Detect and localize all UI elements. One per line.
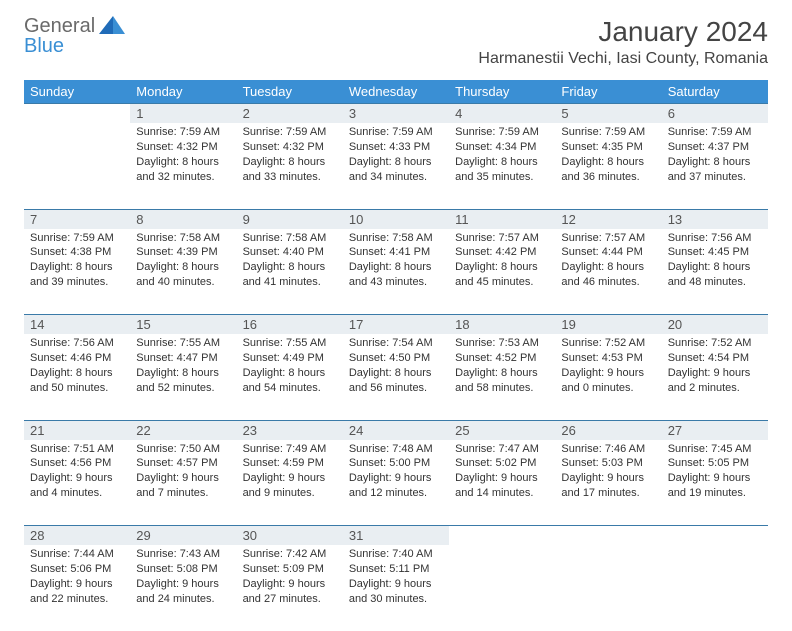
day-number-cell: 1: [130, 104, 236, 124]
logo-line2: Blue: [24, 36, 95, 56]
title-block: January 2024 Harmanestii Vechi, Iasi Cou…: [478, 16, 768, 68]
day-number-cell: [24, 104, 130, 124]
day-detail-cell: Sunrise: 7:43 AM Sunset: 5:08 PM Dayligh…: [130, 545, 236, 631]
day-number-cell: 26: [555, 420, 661, 440]
weekday-header-row: Sunday Monday Tuesday Wednesday Thursday…: [24, 80, 768, 104]
day-detail-cell: Sunrise: 7:53 AM Sunset: 4:52 PM Dayligh…: [449, 334, 555, 420]
day-number-row: 14151617181920: [24, 315, 768, 335]
day-number-row: 21222324252627: [24, 420, 768, 440]
day-detail-cell: Sunrise: 7:56 AM Sunset: 4:45 PM Dayligh…: [662, 229, 768, 315]
day-number-cell: 17: [343, 315, 449, 335]
day-number-cell: 20: [662, 315, 768, 335]
day-detail-cell: Sunrise: 7:42 AM Sunset: 5:09 PM Dayligh…: [237, 545, 343, 631]
day-detail-cell: Sunrise: 7:56 AM Sunset: 4:46 PM Dayligh…: [24, 334, 130, 420]
day-detail-cell: Sunrise: 7:44 AM Sunset: 5:06 PM Dayligh…: [24, 545, 130, 631]
day-detail-cell: Sunrise: 7:57 AM Sunset: 4:44 PM Dayligh…: [555, 229, 661, 315]
day-detail-cell: Sunrise: 7:58 AM Sunset: 4:39 PM Dayligh…: [130, 229, 236, 315]
weekday-header: Sunday: [24, 80, 130, 104]
weekday-header: Wednesday: [343, 80, 449, 104]
day-number-cell: 13: [662, 209, 768, 229]
day-number-cell: 6: [662, 104, 768, 124]
day-detail-cell: Sunrise: 7:59 AM Sunset: 4:32 PM Dayligh…: [130, 123, 236, 209]
weekday-header: Friday: [555, 80, 661, 104]
day-detail-cell: Sunrise: 7:58 AM Sunset: 4:41 PM Dayligh…: [343, 229, 449, 315]
day-number-cell: 3: [343, 104, 449, 124]
logo: General Blue: [24, 16, 125, 56]
day-detail-cell: Sunrise: 7:54 AM Sunset: 4:50 PM Dayligh…: [343, 334, 449, 420]
day-number-cell: 29: [130, 526, 236, 546]
day-detail-row: Sunrise: 7:51 AM Sunset: 4:56 PM Dayligh…: [24, 440, 768, 526]
weekday-header: Thursday: [449, 80, 555, 104]
day-number-cell: 2: [237, 104, 343, 124]
day-detail-cell: Sunrise: 7:48 AM Sunset: 5:00 PM Dayligh…: [343, 440, 449, 526]
day-detail-row: Sunrise: 7:56 AM Sunset: 4:46 PM Dayligh…: [24, 334, 768, 420]
weekday-header: Saturday: [662, 80, 768, 104]
day-number-cell: 23: [237, 420, 343, 440]
day-number-cell: 5: [555, 104, 661, 124]
day-detail-cell: Sunrise: 7:46 AM Sunset: 5:03 PM Dayligh…: [555, 440, 661, 526]
day-number-cell: 15: [130, 315, 236, 335]
day-number-row: 78910111213: [24, 209, 768, 229]
day-number-cell: 21: [24, 420, 130, 440]
day-detail-cell: Sunrise: 7:49 AM Sunset: 4:59 PM Dayligh…: [237, 440, 343, 526]
day-number-cell: 18: [449, 315, 555, 335]
day-detail-row: Sunrise: 7:59 AM Sunset: 4:32 PM Dayligh…: [24, 123, 768, 209]
header: General Blue January 2024 Harmanestii Ve…: [0, 0, 792, 76]
day-detail-cell: Sunrise: 7:57 AM Sunset: 4:42 PM Dayligh…: [449, 229, 555, 315]
day-number-cell: 30: [237, 526, 343, 546]
day-number-cell: 14: [24, 315, 130, 335]
day-number-row: 28293031: [24, 526, 768, 546]
day-detail-cell: Sunrise: 7:59 AM Sunset: 4:35 PM Dayligh…: [555, 123, 661, 209]
day-number-cell: [662, 526, 768, 546]
day-number-cell: 10: [343, 209, 449, 229]
day-number-cell: 16: [237, 315, 343, 335]
location: Harmanestii Vechi, Iasi County, Romania: [478, 50, 768, 68]
weekday-header: Tuesday: [237, 80, 343, 104]
day-number-cell: 12: [555, 209, 661, 229]
day-detail-row: Sunrise: 7:59 AM Sunset: 4:38 PM Dayligh…: [24, 229, 768, 315]
logo-triangle-icon: [99, 16, 125, 34]
calendar-table: Sunday Monday Tuesday Wednesday Thursday…: [24, 80, 768, 631]
day-detail-cell: Sunrise: 7:51 AM Sunset: 4:56 PM Dayligh…: [24, 440, 130, 526]
day-number-cell: 27: [662, 420, 768, 440]
day-detail-cell: Sunrise: 7:50 AM Sunset: 4:57 PM Dayligh…: [130, 440, 236, 526]
logo-line1: General: [24, 16, 95, 36]
day-detail-cell: Sunrise: 7:59 AM Sunset: 4:32 PM Dayligh…: [237, 123, 343, 209]
day-number-cell: [555, 526, 661, 546]
day-number-cell: 24: [343, 420, 449, 440]
day-number-cell: 11: [449, 209, 555, 229]
day-detail-cell: Sunrise: 7:40 AM Sunset: 5:11 PM Dayligh…: [343, 545, 449, 631]
day-detail-cell: Sunrise: 7:59 AM Sunset: 4:38 PM Dayligh…: [24, 229, 130, 315]
day-number-cell: 4: [449, 104, 555, 124]
day-detail-cell: [555, 545, 661, 631]
day-number-cell: 9: [237, 209, 343, 229]
day-detail-cell: Sunrise: 7:59 AM Sunset: 4:34 PM Dayligh…: [449, 123, 555, 209]
day-number-cell: 8: [130, 209, 236, 229]
month-title: January 2024: [478, 16, 768, 48]
day-detail-cell: Sunrise: 7:55 AM Sunset: 4:47 PM Dayligh…: [130, 334, 236, 420]
day-detail-cell: Sunrise: 7:45 AM Sunset: 5:05 PM Dayligh…: [662, 440, 768, 526]
day-detail-cell: Sunrise: 7:58 AM Sunset: 4:40 PM Dayligh…: [237, 229, 343, 315]
day-detail-cell: [449, 545, 555, 631]
day-detail-cell: Sunrise: 7:59 AM Sunset: 4:33 PM Dayligh…: [343, 123, 449, 209]
day-detail-row: Sunrise: 7:44 AM Sunset: 5:06 PM Dayligh…: [24, 545, 768, 631]
day-number-row: 123456: [24, 104, 768, 124]
day-number-cell: 19: [555, 315, 661, 335]
day-detail-cell: Sunrise: 7:52 AM Sunset: 4:54 PM Dayligh…: [662, 334, 768, 420]
day-number-cell: 31: [343, 526, 449, 546]
day-number-cell: 22: [130, 420, 236, 440]
day-number-cell: 25: [449, 420, 555, 440]
day-detail-cell: [24, 123, 130, 209]
day-detail-cell: Sunrise: 7:55 AM Sunset: 4:49 PM Dayligh…: [237, 334, 343, 420]
weekday-header: Monday: [130, 80, 236, 104]
day-number-cell: 7: [24, 209, 130, 229]
day-number-cell: [449, 526, 555, 546]
day-detail-cell: Sunrise: 7:52 AM Sunset: 4:53 PM Dayligh…: [555, 334, 661, 420]
day-detail-cell: Sunrise: 7:47 AM Sunset: 5:02 PM Dayligh…: [449, 440, 555, 526]
day-detail-cell: [662, 545, 768, 631]
day-detail-cell: Sunrise: 7:59 AM Sunset: 4:37 PM Dayligh…: [662, 123, 768, 209]
day-number-cell: 28: [24, 526, 130, 546]
